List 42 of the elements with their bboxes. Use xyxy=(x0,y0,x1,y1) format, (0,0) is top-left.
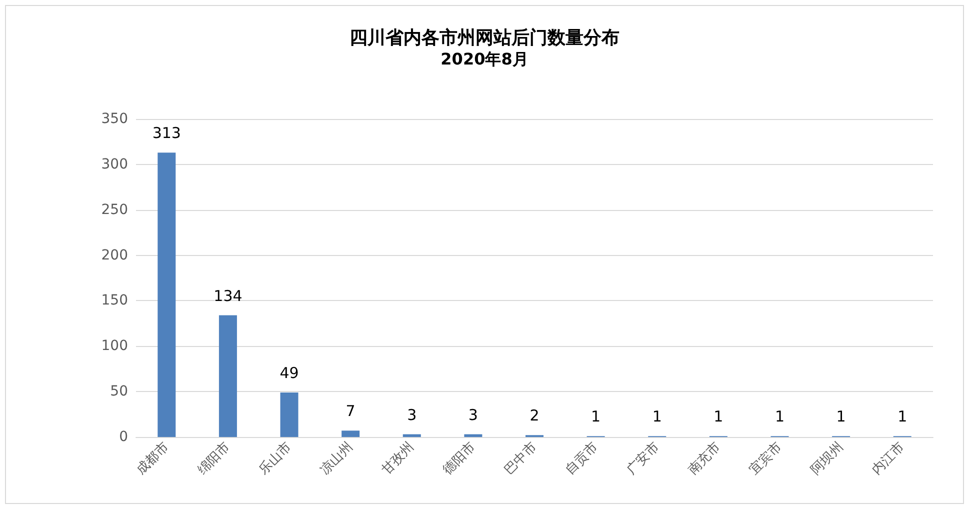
x-tick-label: 阿坝州 xyxy=(808,440,846,478)
x-tick-label: 绵阳市 xyxy=(195,440,234,478)
data-label: 2 xyxy=(530,406,540,425)
bar xyxy=(402,434,421,437)
data-label: 1 xyxy=(714,408,724,426)
y-tick-label: 100 xyxy=(101,338,128,354)
x-tick-label: 广安市 xyxy=(624,438,662,478)
y-tick-label: 200 xyxy=(101,247,128,264)
y-tick-label: 250 xyxy=(101,202,128,218)
x-tick-label: 德阳市 xyxy=(440,440,478,478)
y-tick-label: 50 xyxy=(110,384,128,400)
x-tick-label: 巴中市 xyxy=(502,440,540,478)
data-label: 1 xyxy=(774,408,785,426)
x-tick-label: 内江市 xyxy=(869,440,908,478)
x-tick-label: 自贡市 xyxy=(562,440,602,478)
y-tick-label: 0 xyxy=(119,429,128,445)
x-tick-label: 成都市 xyxy=(134,440,172,478)
y-tick-label: 150 xyxy=(101,292,128,309)
y-tick-label: 300 xyxy=(101,156,128,172)
chart-title: 四川省内各市州网站后门数量分布 xyxy=(350,28,620,48)
data-label: 1 xyxy=(652,408,662,426)
y-tick-label: 350 xyxy=(101,111,128,127)
x-tick-label: 乐山市 xyxy=(256,440,295,478)
bar xyxy=(342,430,360,437)
data-label: 1 xyxy=(836,408,846,426)
x-tick-label: 凉山州 xyxy=(318,440,356,478)
chart-subtitle: 2020年8月 xyxy=(440,50,528,68)
bar xyxy=(158,152,176,437)
data-label: 313 xyxy=(152,124,181,142)
data-label: 7 xyxy=(346,402,356,420)
data-label: 3 xyxy=(407,406,417,424)
x-tick-label: 甘孜州 xyxy=(379,440,418,478)
bar xyxy=(280,392,298,437)
x-tick-label: 南充市 xyxy=(686,440,724,478)
bar xyxy=(218,315,237,437)
x-tick-label: 宜宾市 xyxy=(746,438,786,478)
data-label: 3 xyxy=(468,406,478,424)
data-label: 49 xyxy=(280,364,299,382)
data-label: 1 xyxy=(591,408,601,426)
data-label: 1 xyxy=(898,408,908,426)
data-label: 134 xyxy=(214,286,242,305)
bar xyxy=(464,434,482,437)
